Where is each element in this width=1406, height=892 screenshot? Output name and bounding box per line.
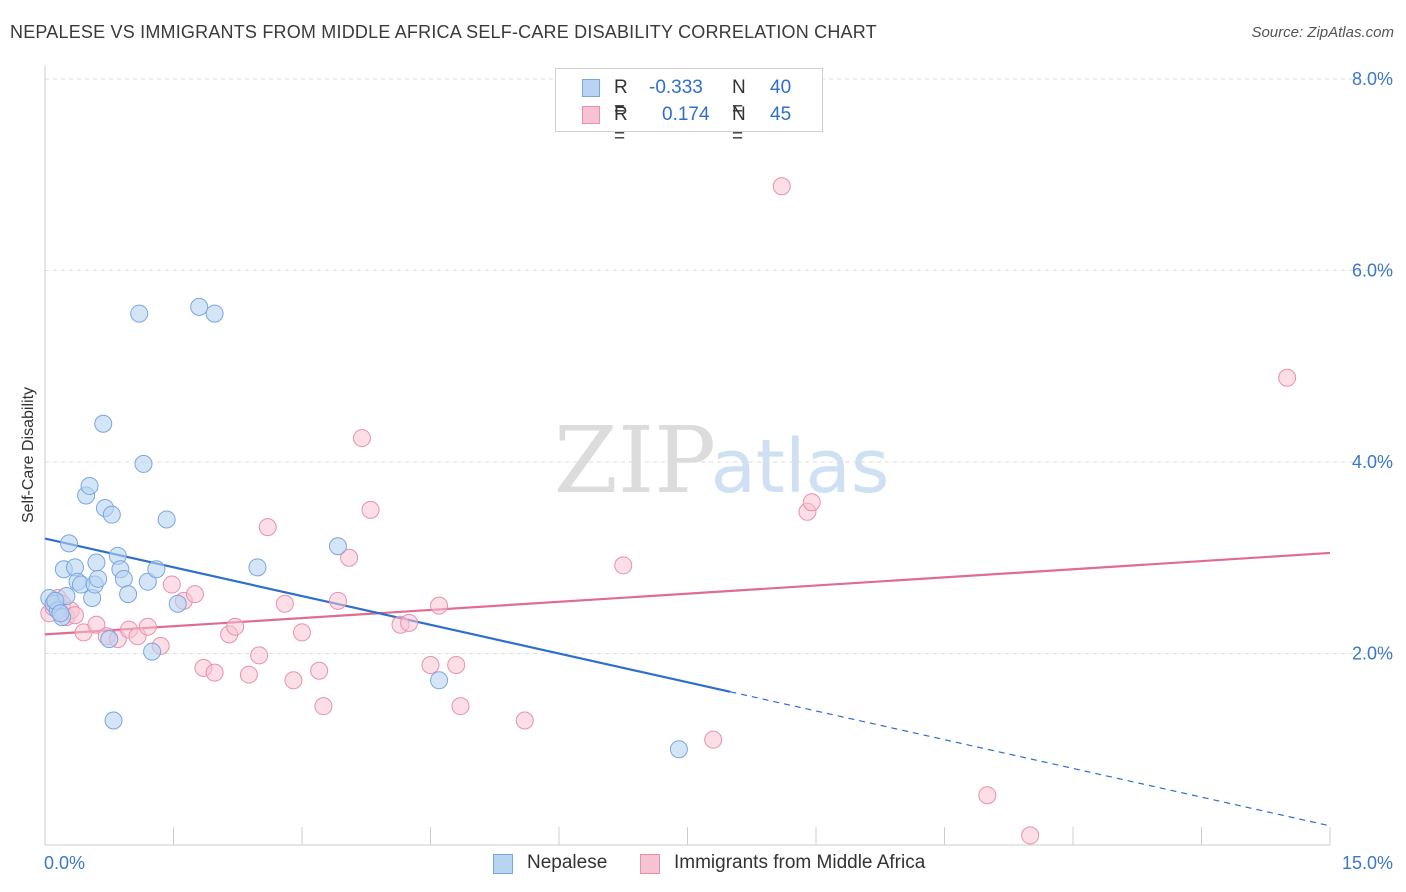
legend-r-value: 0.174 [662,104,710,125]
trend-lines [44,537,1331,827]
data-point-middle-africa [515,711,534,730]
data-point-middle-africa [1278,368,1297,387]
bottom-legend-label: Immigrants from Middle Africa [674,852,926,873]
data-point-nepalese [143,642,162,661]
data-point-nepalese [119,585,138,604]
data-point-middle-africa [978,786,997,805]
data-point-nepalese [114,569,133,588]
data-point-nepalese [51,604,70,623]
data-point-middle-africa [284,671,303,690]
data-point-nepalese [248,558,267,577]
legend-n-label: N = [732,77,746,120]
data-point-middle-africa [162,575,181,594]
chart-title: NEPALESE VS IMMIGRANTS FROM MIDDLE AFRIC… [10,22,877,42]
legend-n-value: 45 [770,104,792,125]
trend-line-middle-africa [44,551,1331,636]
bottom-legend-label: Nepalese [527,852,608,873]
gridlines [45,78,1392,654]
data-point-nepalese [205,304,224,323]
data-point-nepalese [102,505,121,524]
y-tick-label: 4.0% [1352,452,1393,472]
data-point-middle-africa [138,617,157,636]
data-point-nepalese [669,740,688,759]
trend-line-nepalese-extension [730,691,1331,827]
data-point-nepalese [157,510,176,529]
data-points [40,177,1297,845]
data-point-nepalese [80,476,99,495]
data-point-middle-africa [87,615,106,634]
data-point-nepalese [89,569,108,588]
data-point-nepalese [190,297,209,316]
legend-r-label: R = [614,77,628,120]
data-point-middle-africa [772,177,791,196]
data-point-nepalese [104,711,123,730]
data-point-middle-africa [275,594,294,613]
chart-source: Source: ZipAtlas.com [1251,24,1394,41]
data-point-middle-africa [1021,826,1040,845]
data-point-nepalese [130,304,149,323]
watermark-atlas: atlas [711,424,890,510]
data-point-nepalese [168,594,187,613]
legend-n-value: 40 [770,77,792,98]
data-point-nepalese [134,454,153,473]
data-point-nepalese [430,671,449,690]
data-point-middle-africa [447,655,466,674]
tick-labels: 2.0% 4.0% 6.0% 8.0% 0.0% 15.0% [44,69,1393,873]
data-point-middle-africa [704,730,723,749]
legend-swatch-blue [582,79,600,97]
y-tick-label: 6.0% [1352,261,1393,281]
data-point-middle-africa [185,585,204,604]
legend-r-label: R = [614,104,628,147]
bottom-legend-swatch-pink [640,854,660,874]
data-point-middle-africa [451,697,470,716]
data-point-middle-africa [310,661,329,680]
watermark-zip: ZIP [554,407,716,514]
data-point-nepalese [100,630,119,649]
data-point-middle-africa [352,429,371,448]
data-point-middle-africa [361,500,380,519]
data-point-nepalese [59,534,78,553]
data-point-middle-africa [421,655,440,674]
data-point-middle-africa [340,548,359,567]
y-tick-label: 2.0% [1352,644,1393,664]
data-point-nepalese [94,414,113,433]
data-point-middle-africa [314,697,333,716]
data-point-nepalese [147,560,166,579]
legend-r-value: -0.333 [649,77,703,98]
data-point-middle-africa [614,556,633,575]
correlation-legend: R = -0.333 N = 40 R = 0.174 N = 45 [555,68,823,147]
data-point-nepalese [328,537,347,556]
y-tick-label: 8.0% [1352,69,1393,89]
data-point-middle-africa [293,623,311,642]
data-point-nepalese [87,553,106,572]
data-point-middle-africa [258,518,277,537]
x-tick-label: 15.0% [1342,853,1393,873]
legend-swatch-pink [582,106,600,124]
data-point-middle-africa [226,617,245,636]
data-point-middle-africa [250,646,269,665]
data-point-middle-africa [239,665,258,684]
data-point-middle-africa [205,663,224,682]
data-point-nepalese [138,572,157,591]
legend-n-label: N = [732,104,746,147]
axes [44,66,1331,846]
bottom-legend-swatch-blue [493,854,513,874]
data-point-middle-africa [328,591,347,610]
data-point-middle-africa [400,613,419,632]
data-point-middle-africa [430,596,449,615]
data-point-middle-africa [802,493,821,512]
x-tick-label: 0.0% [44,853,85,873]
